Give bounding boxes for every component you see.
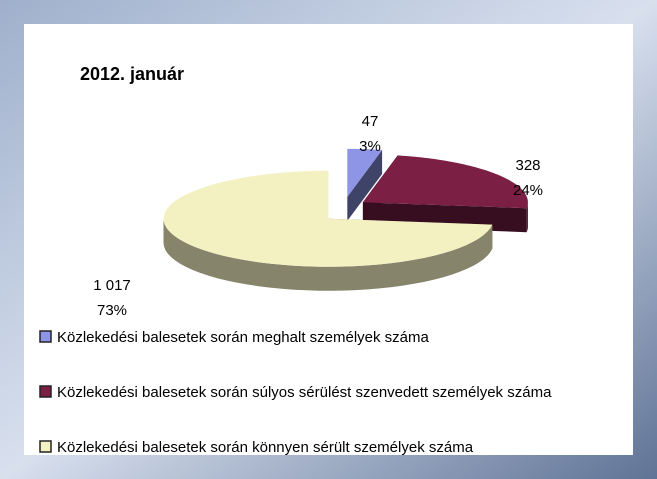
legend-swatch [39, 385, 52, 398]
value-label: 47 [362, 113, 379, 130]
value-label: 328 [515, 157, 540, 174]
legend-label: Közlekedési balesetek során meghalt szem… [57, 329, 430, 346]
legend-label: Közlekedési balesetek során súlyos sérül… [57, 384, 552, 401]
legend-swatch [39, 440, 52, 453]
slice [163, 218, 493, 291]
percent-label: 3% [359, 138, 381, 155]
slice [347, 150, 383, 221]
legend-label: Közlekedési balesetek során könnyen sérü… [57, 439, 474, 456]
percent-label: 24% [513, 182, 543, 199]
slice [163, 170, 493, 267]
chart-title: 2012. január [80, 64, 184, 84]
slice [526, 202, 528, 233]
value-label: 1 017 [93, 277, 131, 294]
slice [362, 155, 528, 209]
slice [347, 148, 383, 197]
percent-label: 73% [97, 302, 127, 319]
legend-swatch [39, 330, 52, 343]
pie [163, 148, 528, 291]
